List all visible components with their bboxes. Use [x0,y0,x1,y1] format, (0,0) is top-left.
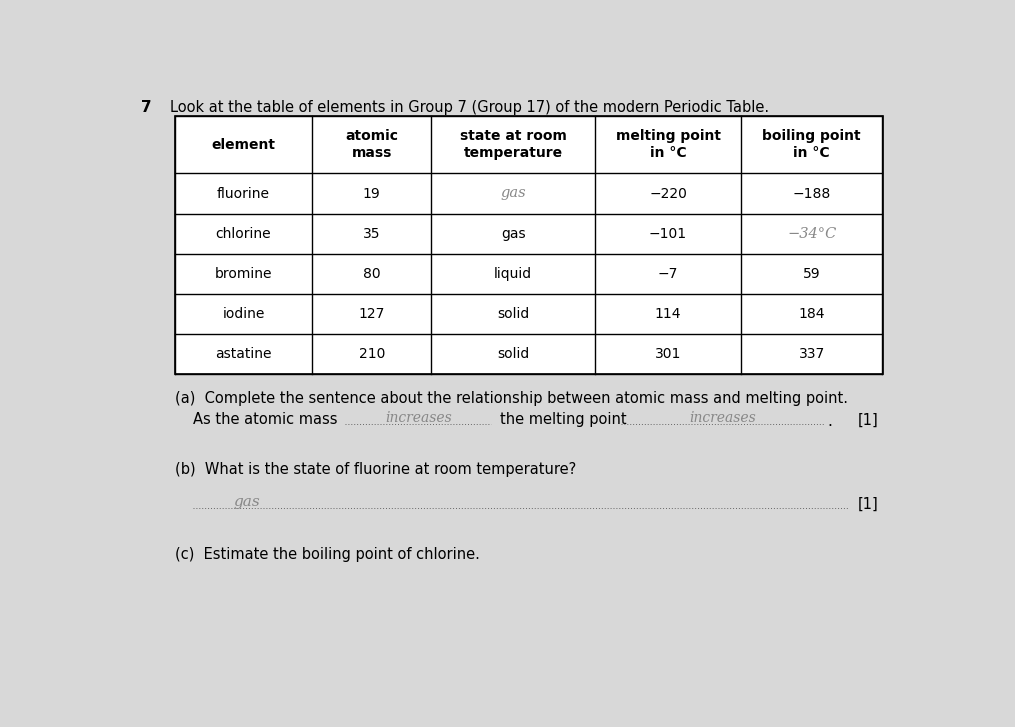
Text: liquid: liquid [494,267,532,281]
Text: Look at the table of elements in Group 7 (Group 17) of the modern Periodic Table: Look at the table of elements in Group 7… [170,100,768,116]
Text: 19: 19 [362,187,381,201]
Text: boiling point
in °C: boiling point in °C [762,129,861,160]
Text: gas: gas [233,495,261,510]
Text: 127: 127 [358,307,385,321]
Text: bromine: bromine [215,267,272,281]
Text: 114: 114 [655,307,681,321]
Text: element: element [211,137,275,152]
Text: state at room
temperature: state at room temperature [460,129,566,160]
Text: [1]: [1] [858,497,879,512]
Text: 7: 7 [141,100,151,116]
Text: 337: 337 [799,347,825,361]
Text: −101: −101 [649,227,687,241]
Text: increases: increases [385,411,452,425]
Text: iodine: iodine [222,307,265,321]
Text: −34°C: −34°C [787,227,836,241]
Text: 35: 35 [363,227,381,241]
Bar [175,116,882,374]
Text: atomic
mass: atomic mass [345,129,398,160]
Text: increases: increases [689,411,756,425]
Text: .: . [827,414,832,429]
Text: −220: −220 [649,187,687,201]
Text: 59: 59 [803,267,820,281]
Text: chlorine: chlorine [215,227,271,241]
Text: As the atomic mass: As the atomic mass [193,412,337,427]
Text: gas: gas [500,187,526,201]
Text: 210: 210 [358,347,385,361]
Text: solid: solid [497,347,530,361]
Text: fluorine: fluorine [217,187,270,201]
Text: astatine: astatine [215,347,272,361]
Text: 301: 301 [655,347,681,361]
Text: (b)  What is the state of fluorine at room temperature?: (b) What is the state of fluorine at roo… [175,462,577,477]
Text: −7: −7 [658,267,678,281]
Text: gas: gas [501,227,526,241]
Text: the melting point: the melting point [500,412,627,427]
Text: (a)  Complete the sentence about the relationship between atomic mass and meltin: (a) Complete the sentence about the rela… [175,390,848,406]
Text: 184: 184 [799,307,825,321]
Text: solid: solid [497,307,530,321]
Text: −188: −188 [793,187,831,201]
Text: 80: 80 [363,267,381,281]
Text: (c)  Estimate the boiling point of chlorine.: (c) Estimate the boiling point of chlori… [175,547,480,562]
Text: [1]: [1] [858,412,879,427]
Text: melting point
in °C: melting point in °C [615,129,721,160]
